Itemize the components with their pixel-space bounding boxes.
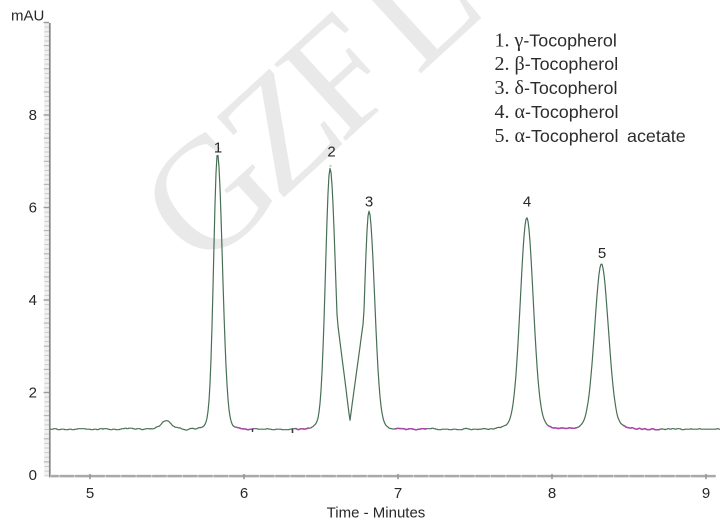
svg-text:Time - Minutes: Time - Minutes (327, 505, 426, 522)
svg-text:mAU: mAU (11, 8, 44, 25)
svg-text:4: 4 (523, 194, 531, 211)
svg-text:4: 4 (29, 292, 37, 309)
svg-text:4. α-Tocopherol: 4. α-Tocopherol (495, 101, 619, 123)
svg-text:9: 9 (702, 485, 710, 502)
svg-text:5. α-Tocopherol acetate: 5. α-Tocopherol acetate (495, 125, 686, 147)
svg-text:8: 8 (548, 485, 556, 502)
svg-text:3: 3 (365, 194, 373, 211)
svg-text:0: 0 (29, 467, 37, 484)
svg-text:8: 8 (29, 107, 37, 124)
svg-text:1. γ-Tocopherol: 1. γ-Tocopherol (495, 29, 617, 51)
svg-text:2. β-Tocopherol: 2. β-Tocopherol (495, 53, 619, 75)
svg-text:2: 2 (327, 144, 335, 161)
svg-text:5: 5 (86, 485, 94, 502)
svg-text:1: 1 (214, 140, 222, 157)
svg-text:7: 7 (394, 485, 402, 502)
svg-text:2: 2 (29, 385, 37, 402)
svg-text:6: 6 (29, 200, 37, 217)
svg-text:5: 5 (598, 245, 606, 262)
svg-text:6: 6 (240, 485, 248, 502)
svg-text:3. δ-Tocopherol: 3. δ-Tocopherol (495, 77, 618, 99)
